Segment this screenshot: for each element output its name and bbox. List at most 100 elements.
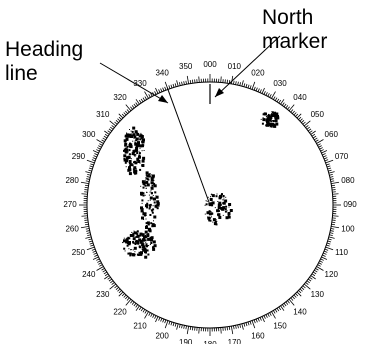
bearing-tick	[177, 80, 179, 86]
bearing-tick	[86, 181, 89, 182]
bearing-tick	[322, 255, 325, 256]
bearing-tick	[328, 170, 331, 171]
bearing-tick	[273, 310, 275, 313]
echo-speck	[135, 141, 136, 142]
bearing-tick	[240, 324, 241, 327]
bearing-tick	[110, 121, 116, 126]
echo-speck	[223, 209, 224, 210]
echo-speck	[156, 196, 159, 199]
bearing-tick	[328, 168, 331, 169]
bearing-tick	[246, 84, 247, 87]
bearing-tick	[284, 104, 286, 107]
echo-speck	[270, 123, 273, 126]
echo-speck	[150, 204, 152, 206]
bearing-tick	[88, 170, 91, 171]
bearing-tick	[169, 85, 170, 88]
bearing-tick	[190, 326, 191, 329]
echo-speck	[228, 212, 231, 215]
bearing-tick	[155, 88, 158, 93]
echo-speck	[126, 133, 127, 134]
echo-speck	[145, 185, 147, 187]
bearing-tick	[134, 303, 136, 306]
echo-speck	[147, 233, 149, 235]
bearing-tick	[236, 325, 237, 328]
bearing-label: 280	[65, 176, 79, 185]
bearing-tick	[221, 328, 222, 334]
echo-speck	[136, 152, 138, 154]
bearing-tick	[244, 83, 245, 86]
echo-speck	[149, 229, 152, 232]
echo-speck	[143, 182, 144, 183]
bearing-tick	[96, 259, 99, 261]
bearing-label: 000	[203, 60, 217, 69]
echo-speck	[142, 145, 144, 147]
echo-speck	[205, 214, 206, 215]
bearing-tick	[324, 158, 327, 159]
bearing-label: 080	[341, 176, 355, 185]
echo-speck	[127, 169, 130, 172]
bearing-tick	[163, 88, 164, 91]
echo-speck	[266, 120, 269, 123]
echo-speck	[145, 231, 148, 234]
bearing-tick	[119, 290, 122, 292]
bearing-tick	[93, 158, 96, 159]
echo-speck	[211, 216, 212, 217]
echo-speck	[151, 225, 153, 227]
bearing-tick	[81, 216, 87, 217]
bearing-tick	[323, 253, 326, 254]
bearing-tick	[104, 272, 107, 274]
echo-speck	[142, 160, 145, 163]
bearing-tick	[115, 122, 118, 124]
echo-speck	[146, 204, 147, 205]
bearing-tick	[330, 177, 333, 178]
echo-speck	[126, 146, 128, 148]
bearing-tick	[141, 99, 143, 102]
echo-speck	[134, 143, 137, 146]
bearing-tick	[90, 245, 93, 246]
echo-speck	[147, 254, 149, 256]
echo-speck	[267, 115, 270, 118]
echo-speck	[150, 192, 151, 193]
bearing-tick	[86, 231, 89, 232]
echo-speck	[133, 235, 135, 237]
echo-speck	[149, 208, 151, 210]
bearing-tick	[116, 120, 119, 122]
echo-speck	[150, 244, 151, 245]
echo-speck	[140, 133, 141, 134]
echo-speck	[129, 134, 132, 137]
echo-speck	[154, 184, 157, 187]
bearing-tick	[171, 322, 172, 325]
echo-speck	[264, 113, 267, 116]
bearing-tick	[175, 323, 176, 326]
echo-speck	[142, 239, 145, 242]
echo-speck	[209, 212, 212, 215]
echo-speck	[129, 149, 131, 151]
echo-speck	[146, 171, 149, 174]
bearing-tick	[81, 226, 89, 227]
echo-speck	[149, 214, 151, 216]
bearing-tick	[141, 308, 143, 311]
echo-speck	[132, 131, 134, 133]
bearing-tick	[266, 315, 268, 318]
bearing-tick	[270, 313, 272, 316]
bearing-label: 070	[335, 152, 349, 161]
bearing-tick	[291, 298, 293, 301]
bearing-tick	[238, 325, 239, 328]
echo-speck	[152, 175, 155, 178]
echo-speck	[217, 201, 218, 202]
echo-speck	[151, 174, 152, 175]
bearing-tick	[231, 326, 232, 334]
echo-speck	[212, 195, 213, 196]
echo-speck	[125, 162, 127, 164]
echo-speck	[229, 207, 230, 208]
bearing-label: 160	[251, 332, 265, 341]
echo-speck	[133, 249, 134, 250]
bearing-tick	[86, 228, 89, 229]
echo-speck	[141, 164, 144, 167]
echo-speck	[142, 157, 145, 160]
echo-speck	[136, 133, 139, 136]
echo-speck	[135, 147, 138, 150]
echo-speck	[218, 204, 221, 207]
echo-speck	[142, 245, 144, 247]
bearing-tick	[295, 293, 297, 296]
